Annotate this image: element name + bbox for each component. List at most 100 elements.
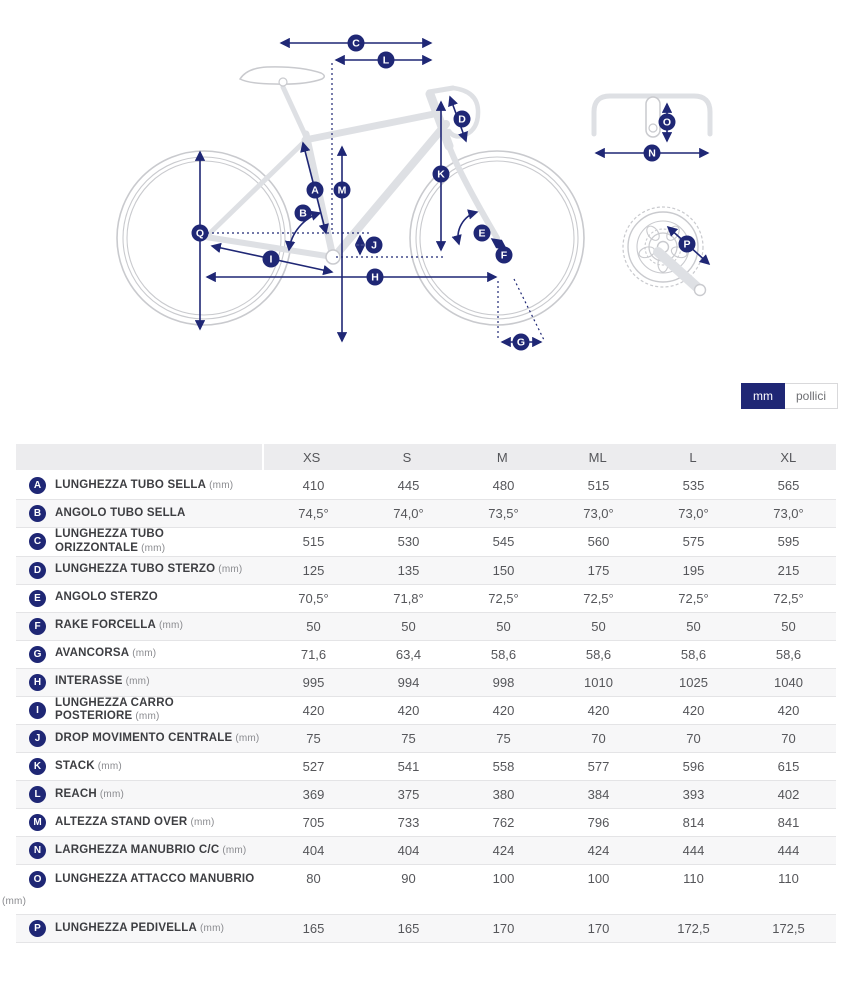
value-xs: 420 bbox=[302, 702, 325, 718]
row-label: LUNGHEZZA ATTACCO MANUBRIO (mm) bbox=[2, 872, 255, 908]
row-label-cell: I LUNGHEZZA CARRO POSTERIORE (mm) bbox=[16, 697, 266, 725]
marker-m: M bbox=[333, 181, 351, 199]
value-ml: 577 bbox=[587, 759, 610, 775]
row-unit: (mm) bbox=[97, 760, 122, 772]
table-row: F RAKE FORCELLA (mm) 50 50 50 50 50 50 bbox=[16, 612, 836, 641]
value-ml: 420 bbox=[587, 702, 610, 718]
value-l: 393 bbox=[682, 787, 705, 803]
size-header-xl: XL bbox=[780, 449, 797, 465]
row-label: REACH (mm) bbox=[55, 787, 125, 800]
value-l: 72,5° bbox=[678, 590, 709, 606]
row-label: RAKE FORCELLA (mm) bbox=[55, 619, 184, 632]
geometry-table: XS S M ML L XL A LUNGHEZZA TUBO SELLA (mm… bbox=[2, 444, 836, 944]
marker-n: N bbox=[643, 144, 661, 162]
value-xs: 125 bbox=[302, 562, 325, 578]
row-letter-badge: F bbox=[29, 617, 46, 635]
value-m: 50 bbox=[496, 618, 511, 634]
row-unit: (mm) bbox=[141, 542, 166, 554]
value-xs: 404 bbox=[302, 843, 325, 859]
value-xs: 50 bbox=[306, 618, 321, 634]
value-xl: 215 bbox=[777, 562, 800, 578]
row-label-cell: B ANGOLO TUBO SELLA bbox=[16, 505, 266, 522]
row-label-cell: A LUNGHEZZA TUBO SELLA (mm) bbox=[16, 477, 266, 494]
value-ml: 515 bbox=[587, 478, 610, 493]
value-xl: 73,0° bbox=[773, 506, 804, 521]
handlebar-top-view bbox=[591, 93, 713, 138]
size-header-s: S bbox=[402, 449, 412, 465]
svg-text:C: C bbox=[352, 38, 360, 50]
row-label-cell: M ALTEZZA STAND OVER (mm) bbox=[16, 814, 266, 832]
value-xs: 80 bbox=[306, 871, 321, 887]
row-unit: (mm) bbox=[222, 844, 247, 856]
marker-g: G bbox=[512, 333, 530, 351]
marker-q: Q bbox=[191, 224, 209, 242]
table-row: M ALTEZZA STAND OVER (mm) 705 733 762 796… bbox=[16, 809, 836, 838]
value-ml: 384 bbox=[587, 787, 610, 803]
value-xl: 565 bbox=[777, 478, 800, 493]
row-label-cell: O LUNGHEZZA ATTACCO MANUBRIO (mm) bbox=[2, 871, 266, 908]
unit-pollici-button[interactable]: pollici bbox=[784, 383, 838, 409]
value-xs: 527 bbox=[302, 759, 325, 775]
svg-text:Q: Q bbox=[196, 228, 204, 240]
row-letter-badge: K bbox=[29, 758, 46, 776]
marker-e: E bbox=[473, 224, 491, 242]
row-unit: (mm) bbox=[159, 620, 184, 632]
value-xl: 72,5° bbox=[773, 590, 804, 606]
row-unit: (mm) bbox=[200, 922, 225, 934]
marker-h: H bbox=[366, 268, 384, 286]
svg-text:L: L bbox=[383, 55, 390, 67]
value-l: 420 bbox=[682, 702, 705, 718]
row-label-cell: G AVANCORSA (mm) bbox=[16, 645, 266, 663]
marker-c: C bbox=[347, 34, 365, 52]
header-label-spacer bbox=[16, 444, 264, 470]
value-s: 63,4 bbox=[395, 646, 422, 662]
row-letter-badge: I bbox=[29, 701, 46, 719]
row-letter-badge: B bbox=[29, 505, 46, 522]
angle-arc-e bbox=[451, 209, 479, 246]
row-unit: (mm) bbox=[218, 564, 243, 576]
marker-k: K bbox=[432, 165, 450, 183]
marker-b: B bbox=[294, 204, 312, 222]
svg-text:I: I bbox=[270, 254, 273, 266]
row-label-cell: C LUNGHEZZA TUBO ORIZZONTALE (mm) bbox=[16, 528, 266, 556]
value-m: 72,5° bbox=[488, 590, 519, 606]
svg-text:E: E bbox=[478, 228, 485, 240]
value-ml: 50 bbox=[591, 618, 606, 634]
row-unit: (mm) bbox=[132, 648, 157, 660]
row-letter-badge: A bbox=[29, 477, 46, 494]
row-label: AVANCORSA (mm) bbox=[55, 647, 157, 660]
value-m: 73,5° bbox=[488, 506, 519, 521]
value-l: 50 bbox=[686, 618, 701, 634]
row-label-cell: H INTERASSE (mm) bbox=[16, 673, 266, 691]
value-xs: 74,5° bbox=[298, 506, 329, 521]
row-label: STACK (mm) bbox=[55, 759, 122, 772]
row-label-cell: F RAKE FORCELLA (mm) bbox=[16, 617, 266, 635]
unit-mm-button[interactable]: mm bbox=[740, 383, 785, 409]
value-s: 135 bbox=[397, 562, 420, 578]
value-ml: 1010 bbox=[584, 674, 613, 690]
row-letter-badge: P bbox=[29, 920, 46, 938]
row-label: LUNGHEZZA PEDIVELLA (mm) bbox=[55, 921, 225, 934]
table-row: P LUNGHEZZA PEDIVELLA (mm) 165 165 170 17… bbox=[16, 915, 836, 944]
value-ml: 58,6 bbox=[585, 646, 612, 662]
row-unit: (mm) bbox=[235, 732, 260, 744]
row-letter-badge: M bbox=[29, 814, 46, 832]
value-m: 424 bbox=[492, 843, 515, 859]
row-label-cell: L REACH (mm) bbox=[16, 786, 266, 804]
table-body: A LUNGHEZZA TUBO SELLA (mm) 410 445 480 5… bbox=[2, 472, 836, 944]
svg-text:M: M bbox=[338, 185, 347, 197]
value-xl: 110 bbox=[778, 871, 799, 887]
row-label: LUNGHEZZA TUBO SELLA (mm) bbox=[55, 478, 234, 491]
value-xs: 165 bbox=[302, 921, 325, 937]
value-m: 480 bbox=[492, 478, 515, 493]
value-l: 172,5 bbox=[677, 921, 710, 937]
size-header-ml: ML bbox=[588, 449, 607, 465]
row-label-cell: K STACK (mm) bbox=[16, 758, 266, 776]
value-xl: 70 bbox=[781, 731, 796, 747]
svg-text:J: J bbox=[371, 240, 377, 252]
table-row: G AVANCORSA (mm) 71,6 63,4 58,6 58,6 58,6… bbox=[16, 640, 836, 669]
value-s: 50 bbox=[401, 618, 416, 634]
front-wheel bbox=[409, 150, 585, 326]
row-letter-badge: J bbox=[29, 730, 46, 748]
svg-text:G: G bbox=[517, 337, 525, 349]
